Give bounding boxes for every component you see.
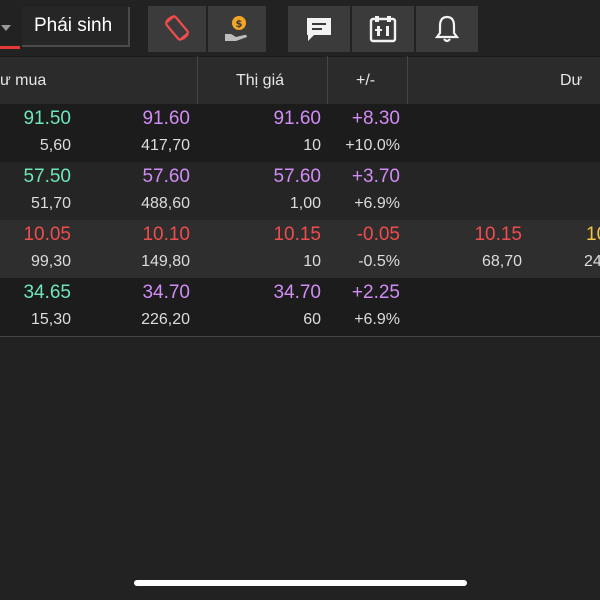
chevron-down-icon <box>1 25 11 31</box>
bid1-volume: 51,70 <box>30 195 71 212</box>
table-row[interactable]: 91.50 5,60 91.60 417,70 91.60 10 +8.30 +… <box>0 104 600 162</box>
price-change: -0.05 <box>356 224 400 245</box>
bid2-price: 10.10 <box>142 224 190 245</box>
table-bottom-border <box>0 336 600 337</box>
bid2-volume: 417,70 <box>141 137 190 154</box>
bid2-price: 57.60 <box>142 166 190 187</box>
match-volume: 1,00 <box>289 195 321 212</box>
price-change-percent: +10.0% <box>345 137 400 154</box>
price-change: +3.70 <box>351 166 400 187</box>
bid1-volume: 99,30 <box>30 253 71 270</box>
bid2-volume: 149,80 <box>141 253 190 270</box>
chat-icon <box>307 18 331 41</box>
segment-dropdown[interactable] <box>0 16 22 40</box>
top-toolbar: Phái sinh $ <box>0 0 600 56</box>
price-change-percent: +6.9% <box>354 195 400 212</box>
price-change-percent: -0.5% <box>358 253 400 270</box>
ask1-volume: 68,70 <box>481 253 522 270</box>
money-hand-icon: $ <box>225 16 247 41</box>
bid1-price: 10.05 <box>23 224 71 245</box>
bid1-price: 57.50 <box>23 166 71 187</box>
rotate-button[interactable] <box>148 6 206 52</box>
table-row[interactable]: 34.65 15,30 34.70 226,20 34.70 60 +2.25 … <box>0 278 600 336</box>
money-button[interactable]: $ <box>208 6 266 52</box>
rotate-icon <box>165 15 189 41</box>
price-change: +2.25 <box>351 282 400 303</box>
table-row[interactable]: 57.50 51,70 57.60 488,60 57.60 1,00 +3.7… <box>0 162 600 220</box>
match-volume: 60 <box>303 311 321 328</box>
header-price: Thị giá <box>236 72 285 89</box>
table-header: ư mua Thị giá +/- Dư ba <box>0 56 600 137</box>
header-change: +/- <box>356 72 376 89</box>
active-indicator <box>0 46 20 49</box>
match-price: 91.60 <box>273 108 321 129</box>
table-row[interactable]: 10.05 99,30 10.10 149,80 10.15 10 -0.05 … <box>0 220 600 278</box>
bid2-price: 34.70 <box>142 282 190 303</box>
bid1-volume: 5,60 <box>39 137 71 154</box>
bid2-volume: 488,60 <box>141 195 190 212</box>
bid1-price: 91.50 <box>23 108 71 129</box>
home-indicator[interactable] <box>134 580 467 586</box>
price-change-percent: +6.9% <box>354 311 400 328</box>
ask2-price: 10 <box>586 224 600 245</box>
bell-icon <box>434 15 460 43</box>
header-bid: ư mua <box>0 72 47 89</box>
price-change: +8.30 <box>351 108 400 129</box>
bid2-volume: 226,20 <box>141 311 190 328</box>
notification-button[interactable] <box>416 6 478 52</box>
bid1-price: 34.65 <box>23 282 71 303</box>
segment-label: Phái sinh <box>34 15 113 36</box>
calculator-icon <box>369 16 397 43</box>
match-volume: 10 <box>303 137 321 154</box>
match-volume: 10 <box>303 253 321 270</box>
bid1-volume: 15,30 <box>30 311 71 328</box>
header-ask: Dư ba <box>560 72 583 137</box>
ask1-price: 10.15 <box>474 224 522 245</box>
match-price: 34.70 <box>273 282 321 303</box>
match-price: 57.60 <box>273 166 321 187</box>
derivatives-segment-button[interactable]: Phái sinh <box>22 7 130 47</box>
calculator-button[interactable] <box>352 6 414 52</box>
bid2-price: 91.60 <box>142 108 190 129</box>
svg-text:$: $ <box>236 19 243 30</box>
match-price: 10.15 <box>273 224 321 245</box>
chat-button[interactable] <box>288 6 350 52</box>
ask2-volume: 24 <box>584 253 600 270</box>
